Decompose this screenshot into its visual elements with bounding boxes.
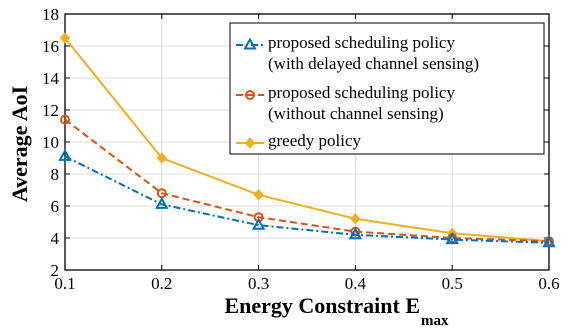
- series-2-line: [64, 118, 550, 243]
- legend-box: [229, 22, 545, 155]
- series-3-point: [59, 32, 71, 44]
- x-tick-label: 0.5: [442, 274, 463, 293]
- legend-label-1-line-1: proposed scheduling policy: [268, 33, 455, 52]
- series-1-point: [542, 235, 556, 248]
- series-2-point: [60, 114, 70, 125]
- legend-swatch-marker-1: [243, 37, 257, 50]
- legend-label-3-line-1: greedy policy: [268, 131, 361, 150]
- x-axis-label-subscript: max: [421, 313, 449, 329]
- series-3-line: [64, 37, 550, 243]
- legend-swatch-marker-3: [244, 137, 256, 149]
- y-tick-label: 4: [51, 229, 60, 248]
- legend: proposed scheduling policy (with delayed…: [229, 22, 545, 155]
- axis-ticks: 0.1 0.2 0.3 0.4 0.5 0.6 2 4 6 8 10 12 14 16 18: [42, 5, 560, 293]
- legend-label-2-line-1: proposed scheduling policy: [268, 83, 455, 102]
- x-axis-title: Energy Constraint E max: [224, 293, 449, 329]
- y-tick-label: 6: [51, 197, 60, 216]
- series-3-point: [350, 213, 361, 225]
- x-axis-label: Energy Constraint E: [224, 293, 420, 318]
- series-group: [58, 32, 556, 248]
- series-1-point: [58, 148, 72, 161]
- series-1-point: [155, 196, 169, 209]
- legend-label-2-line-2: (without channel sensing): [268, 104, 444, 123]
- series-3-point: [253, 189, 264, 201]
- y-tick-label: 16: [42, 37, 59, 56]
- series-3-point: [156, 152, 167, 164]
- y-tick-label: 2: [51, 261, 60, 280]
- series-1: [58, 148, 556, 248]
- series-1-point: [445, 232, 459, 245]
- legend-label-1-line-2: (with delayed channel sensing): [268, 54, 479, 73]
- y-axis-label: Average AoI: [7, 86, 32, 202]
- series-1-point: [348, 227, 363, 240]
- x-tick-label: 0.1: [54, 274, 75, 293]
- series-1-point: [251, 217, 266, 230]
- x-tick-label: 0.6: [538, 274, 559, 293]
- x-tick-label: 0.3: [248, 274, 269, 293]
- legend-swatch-marker-2: [245, 90, 255, 100]
- y-tick-label: 10: [42, 133, 59, 152]
- series-1-line: [64, 155, 550, 244]
- x-tick-label: 0.2: [151, 274, 172, 293]
- y-tick-label: 14: [42, 69, 60, 88]
- y-tick-label: 8: [51, 165, 60, 184]
- y-tick-label: 12: [42, 101, 59, 120]
- x-tick-label: 0.4: [345, 274, 367, 293]
- y-tick-label: 18: [42, 5, 59, 24]
- y-axis-title: Average AoI: [7, 86, 32, 202]
